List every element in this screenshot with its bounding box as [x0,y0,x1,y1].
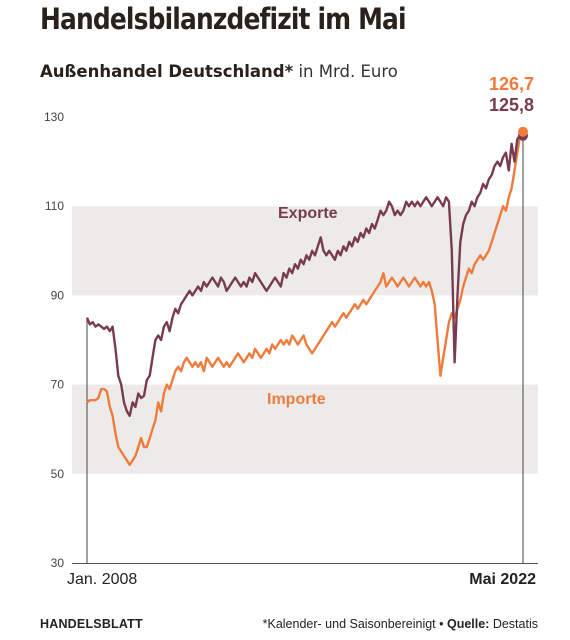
brand-logo: HANDELSBLATT [40,617,143,631]
series-lines [85,126,528,467]
x-tick-label-end: Mai 2022 [469,571,536,588]
chart-title: Handelsbilanzdefizit im Mai [40,2,407,36]
y-tick-label: 130 [44,110,64,124]
source-label: Quelle: [446,617,490,631]
series-line-exporte [85,133,524,417]
end-value-importe: 126,7 [489,74,534,94]
source-text: Destatis [489,617,538,631]
end-value-exporte: 125,8 [489,95,534,115]
series-label-exporte: Exporte [278,205,338,222]
subtitle-unit: in Mrd. Euro [293,62,398,81]
subtitle-star: * [284,62,294,81]
chart-subtitle: Außenhandel Deutschland* in Mrd. Euro [40,62,398,81]
series-line-importe [86,130,524,467]
end-point-importe [518,126,528,137]
footnote-text: *Kalender- und Saisonbereinigt • [262,617,447,631]
grid-band [72,384,538,474]
y-tick-label: 30 [51,556,65,570]
footer-note: *Kalender- und Saisonbereinigt • Quelle:… [263,617,538,631]
y-tick-label: 90 [51,288,65,302]
series-label-importe: Importe [267,391,326,408]
y-tick-label: 70 [51,378,65,392]
x-axis-ticks: Jan. 2008 Mai 2022 [67,571,536,588]
y-tick-label: 110 [45,199,64,213]
y-axis-ticks: 30 50 70 90 110 130 [44,110,524,570]
y-tick-label: 50 [51,467,65,481]
subtitle-bold: Außenhandel Deutschland [40,62,285,81]
x-tick-label-start: Jan. 2008 [67,571,137,588]
